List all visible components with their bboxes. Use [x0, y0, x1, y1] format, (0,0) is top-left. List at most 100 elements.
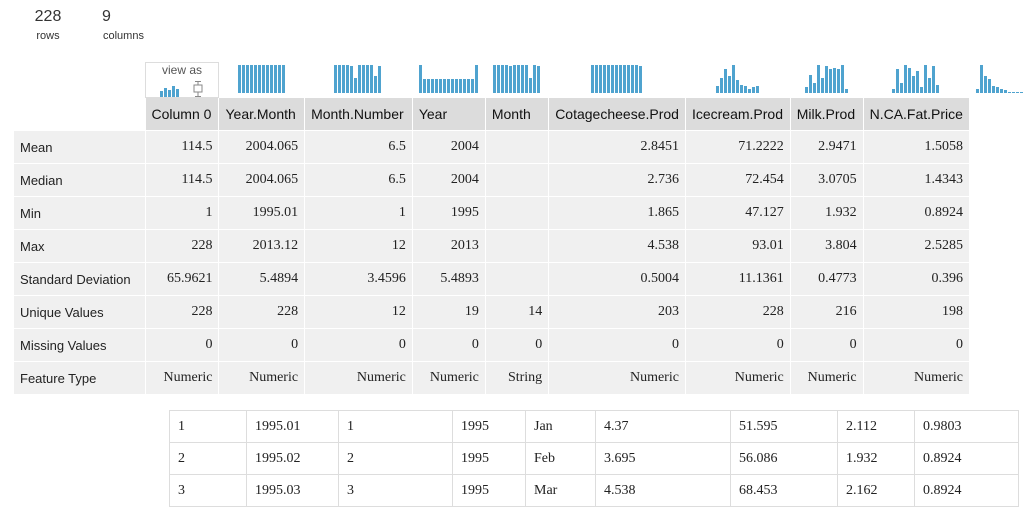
- stat-value: 114.5: [144, 130, 220, 164]
- histogram-bar: [281, 64, 285, 93]
- histogram-bar: [1012, 91, 1015, 93]
- table-cell[interactable]: 1995: [452, 442, 526, 475]
- table-cell[interactable]: 1.932: [837, 442, 915, 475]
- histogram-bar: [241, 64, 245, 93]
- histogram-bar: [446, 78, 450, 93]
- histogram-bar: [932, 65, 936, 93]
- stat-value: 6.5: [304, 130, 413, 164]
- stat-value: 93.01: [684, 229, 791, 263]
- stat-value: 5.4894: [218, 262, 306, 296]
- row-count-value: 228: [34, 8, 62, 25]
- stat-value: 4.538: [548, 229, 686, 263]
- histogram-bar: [715, 85, 719, 93]
- column-histogram-cell[interactable]: [484, 62, 550, 98]
- histogram-bar: [631, 64, 635, 93]
- histogram-bar: [828, 68, 832, 93]
- stat-value: 228: [684, 295, 791, 329]
- column-histogram-cell[interactable]: [548, 62, 686, 98]
- histogram-chart: [493, 64, 541, 93]
- box-plot-icon[interactable]: [192, 81, 204, 97]
- column-header[interactable]: Icecream.Prod: [684, 97, 791, 131]
- histogram-chart: [715, 64, 759, 93]
- table-cell[interactable]: 56.086: [730, 442, 838, 475]
- histogram-bar: [900, 82, 904, 93]
- table-cell[interactable]: 3.695: [595, 442, 731, 475]
- histogram-bar: [1004, 89, 1007, 93]
- histogram-bar: [1000, 88, 1003, 93]
- column-header[interactable]: Year.Month: [218, 97, 306, 131]
- histogram-bar: [370, 64, 374, 93]
- histogram-bar: [362, 64, 366, 93]
- histogram-bar: [253, 64, 257, 93]
- table-cell[interactable]: 4.37: [595, 410, 731, 443]
- histogram-bar: [334, 64, 338, 93]
- histogram-bar: [346, 64, 350, 93]
- table-cell[interactable]: 0.8924: [914, 442, 1019, 475]
- column-header[interactable]: Month.Number: [304, 97, 413, 131]
- stat-value: 71.2222: [684, 130, 791, 164]
- histogram-bar: [820, 77, 824, 93]
- histogram-bar: [591, 64, 595, 93]
- column-header[interactable]: N.CA.Fat.Price: [862, 97, 971, 131]
- stat-value: [484, 262, 550, 296]
- table-cell[interactable]: 0.9803: [914, 410, 1019, 443]
- histogram-chart: [334, 64, 382, 93]
- stat-value: 2013.12: [218, 229, 306, 263]
- column-header[interactable]: Column 0: [144, 97, 220, 131]
- table-cell[interactable]: 2: [169, 442, 247, 475]
- column-histogram-cell[interactable]: [218, 62, 306, 98]
- column-header[interactable]: Milk.Prod: [789, 97, 864, 131]
- stat-label: Unique Values: [13, 295, 146, 329]
- table-cell[interactable]: Jan: [525, 410, 596, 443]
- histogram-chart: [237, 64, 285, 93]
- histogram-bar: [599, 64, 603, 93]
- stat-value: 3.0705: [789, 163, 864, 197]
- column-histogram-cell[interactable]: [304, 62, 413, 98]
- histogram-bar: [920, 86, 924, 93]
- column-histogram-cell[interactable]: [684, 62, 791, 98]
- stat-label: Missing Values: [13, 328, 146, 362]
- table-cell[interactable]: 1: [169, 410, 247, 443]
- histogram-bar: [1016, 91, 1019, 93]
- histogram-chart: [418, 64, 478, 93]
- table-row: 2 1995.02 2 1995 Feb 3.695 56.086 1.932 0.8924: [169, 442, 1019, 475]
- stat-value: [484, 229, 550, 263]
- table-cell[interactable]: 1995.02: [246, 442, 339, 475]
- histogram-chart: [804, 64, 848, 93]
- stat-value: 1.865: [548, 196, 686, 230]
- column-histogram-cell[interactable]: [862, 62, 971, 98]
- table-cell[interactable]: 51.595: [730, 410, 838, 443]
- stat-value: 216: [789, 295, 864, 329]
- stat-label: Median: [13, 163, 146, 197]
- stat-value: 65.9621: [144, 262, 220, 296]
- bar-chart-icon[interactable]: [159, 83, 182, 97]
- stat-value: 2.5285: [862, 229, 971, 263]
- column-histogram-cell[interactable]: [789, 62, 864, 98]
- histogram-bar: [755, 85, 759, 93]
- data-preview-table: 1 1995.01 1 1995 Jan 4.37 51.595 2.112 0.9803 2 19…: [169, 410, 1019, 507]
- column-histogram-cell[interactable]: [969, 62, 1031, 98]
- table-cell[interactable]: 2: [338, 442, 453, 475]
- table-cell[interactable]: 1: [338, 410, 453, 443]
- histogram-bar: [462, 78, 466, 93]
- table-cell[interactable]: 1995: [452, 410, 526, 443]
- histogram-row: view as: [13, 62, 1031, 98]
- table-cell[interactable]: 2.112: [837, 410, 915, 443]
- column-header[interactable]: Month: [484, 97, 550, 131]
- column-header[interactable]: Year: [411, 97, 486, 131]
- stat-value: 47.127: [684, 196, 791, 230]
- statistics-body: Mean 114.5 2004.065 6.5 2004 2.8451 71.2222 2.9…: [13, 130, 1031, 395]
- stat-label: Feature Type: [13, 361, 146, 395]
- stat-row: Feature Type Numeric Numeric Numeric Numeric…: [13, 361, 1031, 395]
- table-cell[interactable]: 1995.01: [246, 410, 339, 443]
- table-cell[interactable]: Feb: [525, 442, 596, 475]
- histogram-bar: [928, 77, 932, 93]
- histogram-bar: [727, 75, 731, 93]
- histogram-bar: [422, 78, 426, 93]
- histogram-bar: [338, 64, 342, 93]
- column-histogram-cell[interactable]: [411, 62, 486, 98]
- stat-value: 198: [862, 295, 971, 329]
- stat-value: 1: [304, 196, 413, 230]
- stat-value: 19: [411, 295, 486, 329]
- column-header[interactable]: Cotagecheese.Prod: [548, 97, 686, 131]
